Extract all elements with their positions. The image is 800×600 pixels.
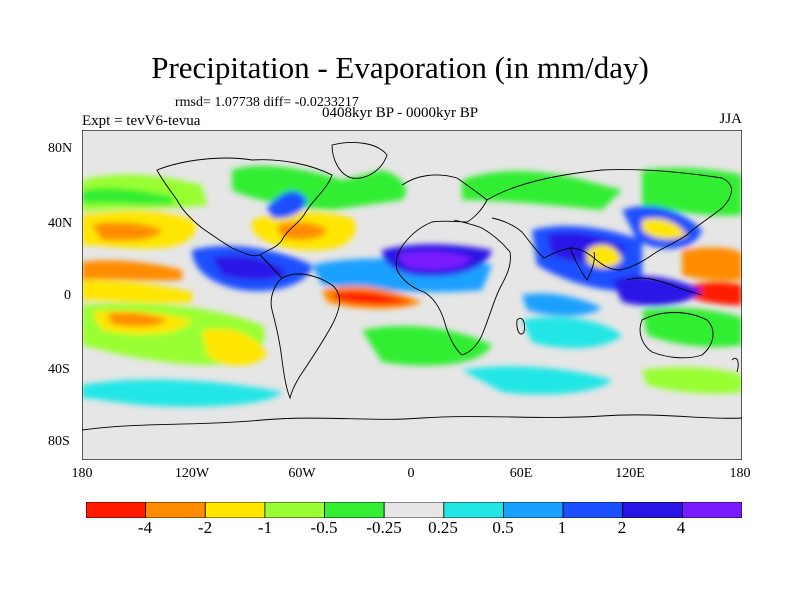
field-region <box>522 293 602 316</box>
field-region <box>642 218 687 240</box>
coastline-central-america <box>259 254 283 279</box>
coastline-madagascar <box>516 317 525 335</box>
lon-tick-60w: 60W <box>288 466 316 481</box>
field-shading <box>82 165 742 407</box>
colorbar-label: 0.25 <box>428 518 458 537</box>
coastlines <box>82 142 742 431</box>
field-region <box>682 247 742 281</box>
field-region <box>642 167 742 216</box>
lat-tick-80n: 80N <box>48 141 73 156</box>
chart-title: Precipitation - Evaporation (in mm/day) <box>151 50 649 85</box>
lat-tick-40n: 40N <box>48 216 73 231</box>
colorbar-box <box>443 502 504 518</box>
colorbar-label: 4 <box>676 518 686 537</box>
field-region <box>107 312 167 327</box>
colorbar-label: -4 <box>137 518 153 537</box>
colorbar-box <box>622 502 683 518</box>
colorbar-label: -1 <box>257 518 273 537</box>
coastline-antarctica <box>82 414 742 431</box>
coastline-indonesia <box>626 277 703 296</box>
coastline-australia <box>639 312 714 359</box>
field-region <box>82 379 282 407</box>
colorbar <box>86 502 742 518</box>
coastline-europe-africa <box>395 174 511 356</box>
coastline-new-zealand <box>731 357 739 373</box>
coastline-north-america <box>156 157 333 257</box>
colorbar-box <box>681 502 742 518</box>
lon-tick-180w: 180 <box>71 466 93 481</box>
coastline-india <box>569 247 595 281</box>
field-region <box>332 291 412 305</box>
coastline-south-america <box>270 273 340 400</box>
field-region <box>82 187 174 205</box>
lon-tick-120e: 120E <box>615 466 645 481</box>
colorbar-label: 1 <box>557 518 567 537</box>
colorbar-label: -0.25 <box>366 518 402 537</box>
field-region <box>82 280 192 303</box>
colorbar-box <box>383 502 445 518</box>
colorbar-box <box>324 502 385 518</box>
colorbar-box <box>145 502 206 518</box>
colorbar-label: 0.5 <box>492 518 514 537</box>
field-region <box>462 170 622 210</box>
lat-tick-0: 0 <box>64 288 71 303</box>
lat-tick-40s: 40S <box>48 362 70 377</box>
lon-tick-120w: 120W <box>174 466 210 481</box>
colorbar-label: 2 <box>617 518 627 537</box>
lon-tick-60e: 60E <box>509 466 533 481</box>
lon-tick-180e: 180 <box>729 466 751 481</box>
pe-map <box>82 130 742 460</box>
field-region <box>587 244 622 268</box>
lat-tick-80s: 80S <box>48 434 70 449</box>
field-region <box>82 260 182 281</box>
field-region <box>212 255 287 280</box>
colorbar-box <box>204 502 266 518</box>
experiment-label: Expt = tevV6-tevua <box>82 113 201 129</box>
coastline-greenland <box>331 142 388 179</box>
colorbar-box <box>86 502 147 518</box>
stats-text: rmsd= 1.07738 diff= -0.0233217 <box>175 95 359 110</box>
season-label: JJA <box>719 111 742 127</box>
field-region <box>202 328 267 366</box>
coastline-asia <box>486 169 732 271</box>
colorbar-box <box>503 502 564 518</box>
field-region <box>362 325 492 366</box>
field-region <box>277 222 327 240</box>
colorbar-label: -0.5 <box>310 518 338 537</box>
field-region <box>267 191 307 219</box>
colorbar-box <box>264 502 325 518</box>
field-region <box>642 367 742 394</box>
field-region <box>692 281 742 306</box>
field-region <box>397 251 472 270</box>
field-region <box>642 307 742 347</box>
colorbar-box <box>562 502 624 518</box>
field-region <box>232 165 406 210</box>
field-region <box>612 275 702 306</box>
period-label: 0408kyr BP - 0000kyr BP <box>322 105 479 121</box>
field-region <box>462 366 612 395</box>
field-region <box>522 316 622 349</box>
field-region <box>92 222 162 241</box>
colorbar-label: -2 <box>197 518 213 537</box>
lon-tick-0: 0 <box>407 466 415 481</box>
